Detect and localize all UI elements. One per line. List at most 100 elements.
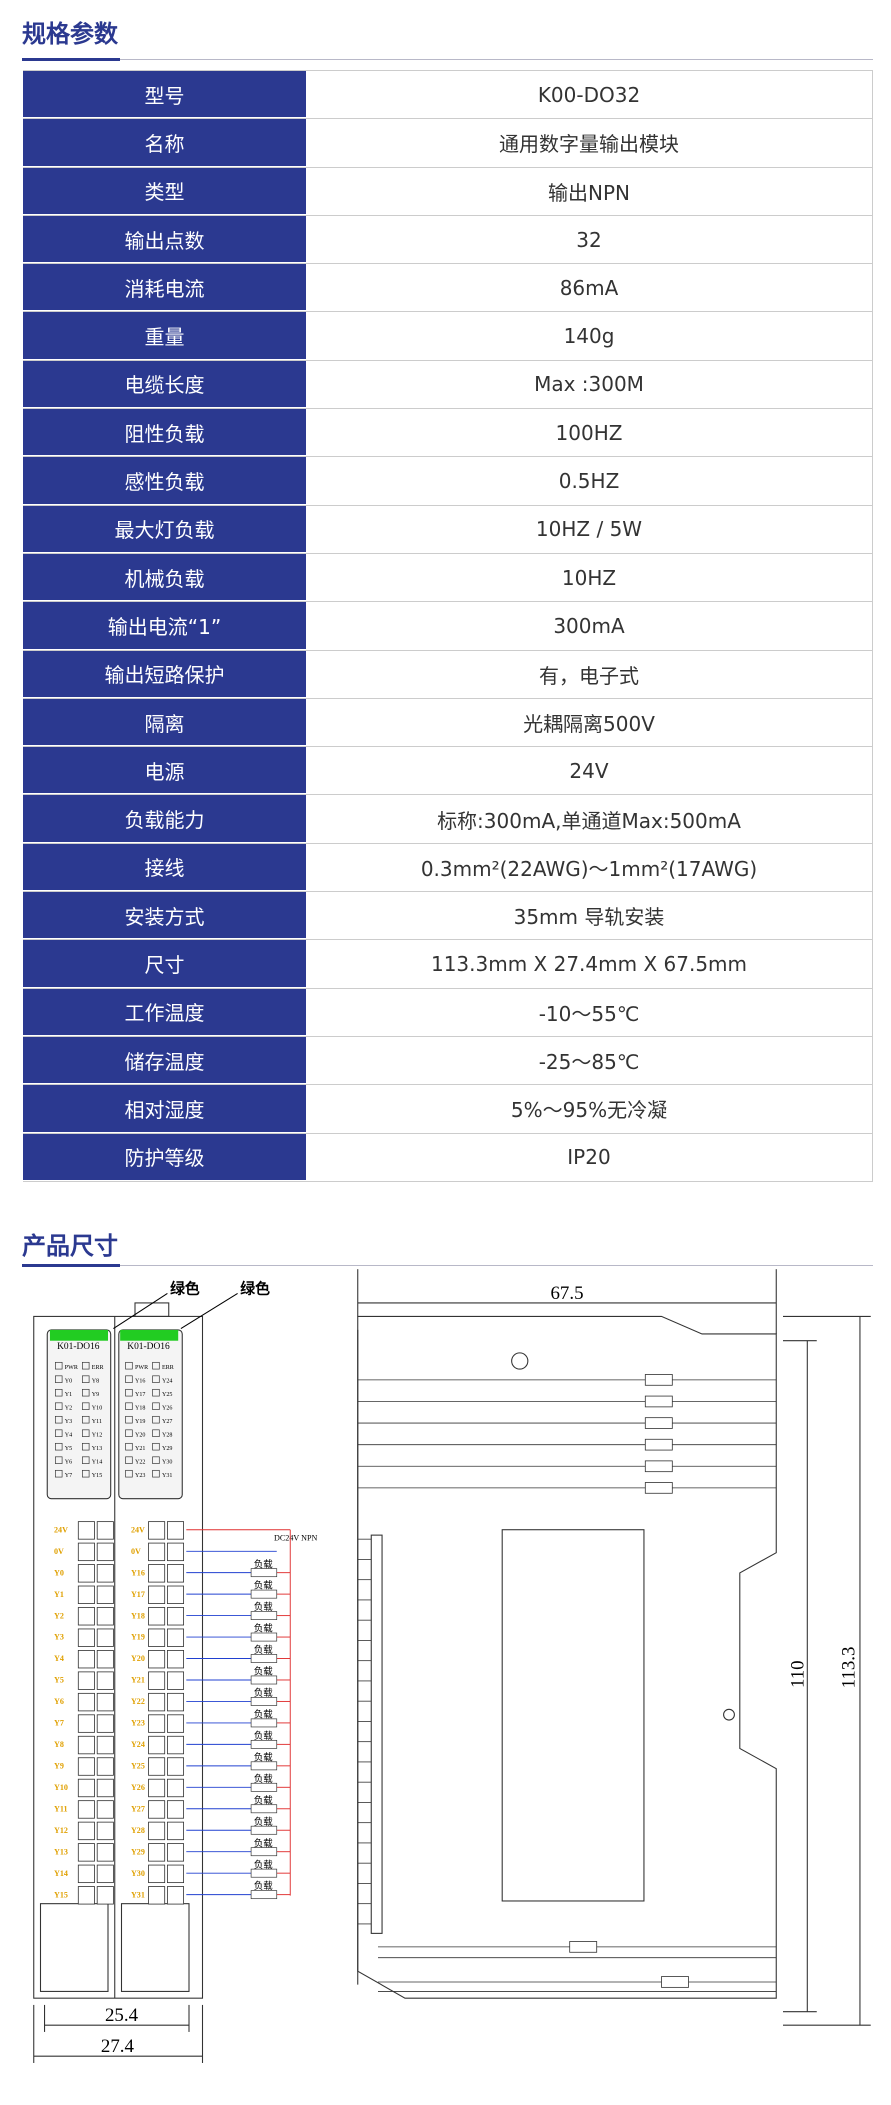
spec-value: 0.3mm²(22AWG)～1mm²(17AWG) [420, 856, 758, 881]
terminal [166, 1692, 185, 1712]
terminal [148, 1735, 166, 1755]
led-label: Y27 [162, 1419, 172, 1425]
spec-row: 输出电流“1” 300mA [23, 602, 873, 651]
terminal-label: Y2 [54, 1611, 64, 1620]
terminal-label: Y8 [54, 1740, 64, 1749]
terminal [166, 1542, 185, 1562]
spec-label: 输出电流“1” [23, 602, 306, 650]
led [152, 1402, 160, 1410]
terminal [166, 1864, 185, 1884]
terminal-label: Y23 [131, 1719, 145, 1728]
led-label: Y13 [92, 1446, 102, 1452]
spec-value: -10～55℃ [538, 1001, 640, 1026]
spec-row: 工作温度 -10～55℃ [23, 988, 873, 1037]
terminal [77, 1864, 95, 1884]
led-label: Y30 [162, 1460, 172, 1466]
led-label: Y15 [92, 1473, 102, 1479]
terminal [96, 1864, 114, 1884]
terminal-label: Y24 [131, 1740, 145, 1749]
led [152, 1415, 160, 1424]
terminal-label: Y9 [54, 1762, 64, 1771]
spec-label: 型号 [23, 71, 306, 119]
terminal [96, 1650, 114, 1669]
terminal [166, 1521, 185, 1540]
spec-value: 输出NPN [548, 180, 630, 205]
load [250, 1825, 278, 1835]
spec-row: 输出点数 32 [23, 215, 873, 265]
side-outline [33, 1269, 871, 2063]
load [250, 1739, 278, 1749]
led-label: ERR [92, 1365, 105, 1371]
led-label: Y11 [92, 1419, 102, 1425]
clip [644, 1438, 673, 1451]
terminal [148, 1800, 166, 1819]
dimension-label: 25.4 [105, 2005, 139, 2026]
terminal [166, 1821, 185, 1841]
load [250, 1611, 278, 1620]
spec-label: 隔离 [23, 698, 306, 747]
dimension-label: 67.5 [550, 1283, 583, 1304]
led [125, 1375, 133, 1383]
device-outline [33, 1302, 204, 1999]
led [82, 1415, 90, 1424]
led [125, 1456, 133, 1464]
led [125, 1388, 133, 1397]
spec-label: 名称 [23, 119, 306, 167]
led-label: Y4 [65, 1433, 72, 1439]
terminal [77, 1714, 95, 1733]
clip [661, 1976, 689, 1988]
terminal [77, 1886, 95, 1905]
load-label: 负载 [254, 1816, 273, 1828]
led-label: Y21 [135, 1446, 145, 1452]
terminal-label: Y0 [54, 1568, 64, 1577]
spec-label: 阻性负载 [23, 409, 306, 457]
terminal [77, 1607, 95, 1626]
terminal [96, 1886, 114, 1905]
dimension-label: 113.3 [839, 1647, 860, 1689]
spec-label: 输出短路保护 [23, 650, 306, 698]
spec-value: 10HZ / 5W [535, 517, 643, 542]
terminal [166, 1843, 185, 1862]
terminal-label: Y3 [54, 1633, 64, 1642]
divider [22, 58, 873, 61]
spec-label: 电缆长度 [23, 360, 306, 409]
led-label: Y22 [135, 1460, 145, 1466]
terminal [166, 1886, 185, 1905]
led-label: Y6 [65, 1460, 72, 1466]
terminal [148, 1778, 166, 1798]
led-label: Y9 [92, 1392, 99, 1398]
spec-label: 安装方式 [23, 892, 306, 940]
section-title: 规格参数 [22, 20, 118, 48]
led [152, 1361, 160, 1370]
led [55, 1429, 63, 1437]
terminal-label: Y27 [131, 1804, 145, 1813]
load-label: 负载 [254, 1666, 273, 1678]
terminal [77, 1542, 95, 1562]
load-label: 负载 [254, 1623, 273, 1635]
spec-label: 机械负载 [23, 553, 306, 602]
terminal [77, 1735, 95, 1755]
terminal-label: Y11 [54, 1804, 68, 1813]
spec-value: 86mA [559, 275, 619, 300]
dimension-label: 110 [787, 1660, 808, 1688]
terminal [96, 1585, 114, 1604]
terminal [148, 1521, 166, 1540]
led [55, 1469, 63, 1478]
terminal-label: 24V [131, 1525, 145, 1534]
terminal [96, 1843, 114, 1862]
terminal-label: Y13 [54, 1847, 68, 1856]
terminal [96, 1714, 114, 1733]
spec-label: 储存温度 [23, 1036, 306, 1085]
clip [569, 1941, 598, 1953]
terminal-label: Y10 [54, 1783, 68, 1792]
spec-label: 消耗电流 [23, 264, 306, 312]
dimension-drawing: 绿色 绿色 K01-DO16 K01-DO16 DC24V NPN 67.5 1… [33, 1269, 871, 2063]
terminal [148, 1628, 166, 1647]
spec-label: 尺寸 [23, 940, 306, 988]
dimension-label: 27.4 [101, 2036, 135, 2057]
led [82, 1442, 90, 1451]
led-label: Y10 [92, 1406, 102, 1412]
spec-row: 隔离 光耦隔离500V [23, 698, 873, 748]
spec-label: 输出点数 [23, 215, 306, 264]
